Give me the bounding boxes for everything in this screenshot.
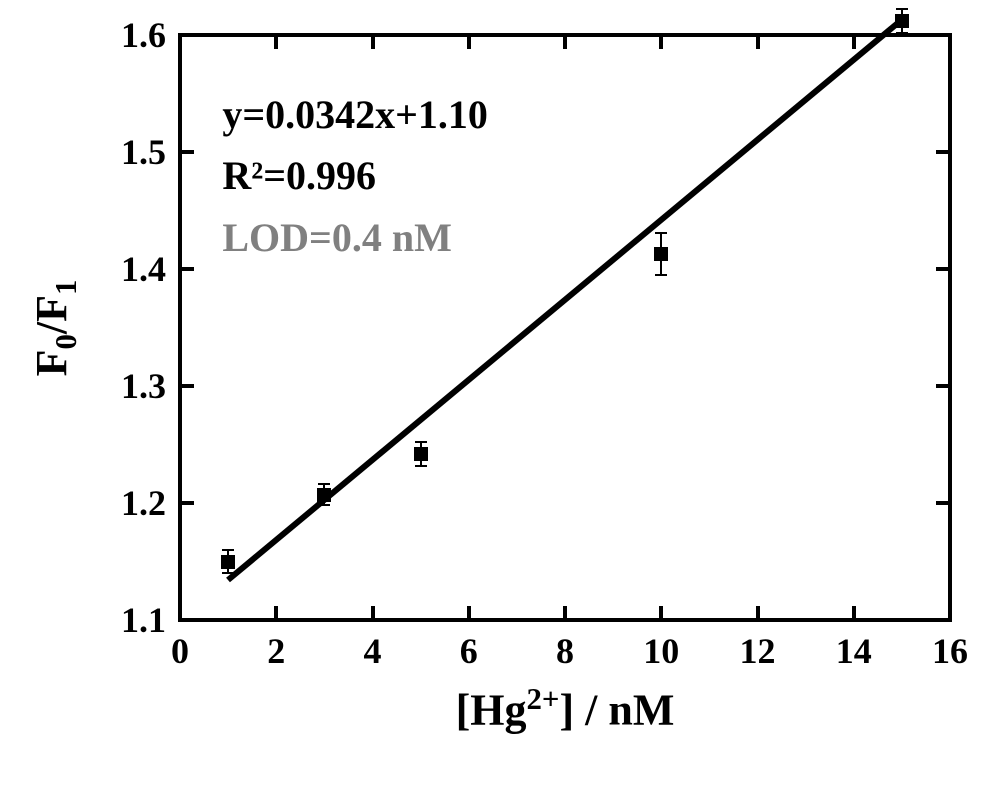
- y-tick-label: 1.1: [121, 599, 166, 641]
- x-tick: [371, 606, 375, 620]
- x-tick-top: [371, 35, 375, 49]
- x-tick-top: [756, 35, 760, 49]
- data-point: [895, 14, 909, 28]
- y-axis-title: F0/F1: [26, 279, 84, 376]
- y-axis-right: [948, 33, 952, 622]
- x-tick-label: 0: [171, 630, 189, 672]
- error-cap: [318, 504, 330, 506]
- error-cap: [415, 441, 427, 443]
- x-tick-label: 14: [836, 630, 872, 672]
- error-cap: [655, 274, 667, 276]
- y-tick-label: 1.5: [121, 131, 166, 173]
- annotation-text: R²=0.996: [222, 152, 376, 199]
- x-tick-top: [274, 35, 278, 49]
- y-tick: [180, 150, 194, 154]
- x-tick-top: [852, 35, 856, 49]
- data-point: [654, 247, 668, 261]
- x-tick-label: 12: [740, 630, 776, 672]
- x-axis-title: [Hg2+] / nM: [456, 682, 675, 736]
- y-tick-right: [936, 150, 950, 154]
- annotation-text: LOD=0.4 nM: [222, 214, 451, 261]
- x-tick-top: [948, 35, 952, 49]
- error-cap: [222, 572, 234, 574]
- x-tick-label: 16: [932, 630, 968, 672]
- x-tick: [756, 606, 760, 620]
- error-cap: [896, 8, 908, 10]
- x-tick-label: 4: [364, 630, 382, 672]
- y-tick-label: 1.6: [121, 14, 166, 56]
- y-axis-left: [178, 33, 182, 622]
- y-tick-right: [936, 384, 950, 388]
- calibration-chart: 0 2 4 6 8 10 12 14 16 1.1 1.2 1.3 1.4 1.5 1.6 [Hg2+] …: [0, 0, 1000, 786]
- x-tick: [274, 606, 278, 620]
- error-cap: [415, 465, 427, 467]
- x-tick: [563, 606, 567, 620]
- y-tick: [180, 384, 194, 388]
- y-tick-right: [936, 267, 950, 271]
- x-tick-top: [467, 35, 471, 49]
- x-tick-label: 8: [556, 630, 574, 672]
- data-point: [414, 447, 428, 461]
- x-tick-label: 10: [643, 630, 679, 672]
- y-tick: [180, 618, 194, 622]
- y-tick-right: [936, 33, 950, 37]
- error-cap: [318, 483, 330, 485]
- y-tick-right: [936, 618, 950, 622]
- x-tick-top: [178, 35, 182, 49]
- data-point: [221, 555, 235, 569]
- data-point: [317, 488, 331, 502]
- x-tick-label: 6: [460, 630, 478, 672]
- y-tick-label: 1.4: [121, 248, 166, 290]
- y-tick: [180, 501, 194, 505]
- x-tick: [659, 606, 663, 620]
- error-cap: [896, 32, 908, 34]
- y-tick-label: 1.3: [121, 365, 166, 407]
- y-tick-label: 1.2: [121, 482, 166, 524]
- x-tick-label: 2: [267, 630, 285, 672]
- y-tick: [180, 267, 194, 271]
- y-tick: [180, 33, 194, 37]
- y-tick-right: [936, 501, 950, 505]
- x-tick: [852, 606, 856, 620]
- x-tick-top: [563, 35, 567, 49]
- error-cap: [222, 549, 234, 551]
- annotation-text: y=0.0342x+1.10: [222, 91, 488, 138]
- error-cap: [655, 232, 667, 234]
- x-tick: [467, 606, 471, 620]
- x-tick-top: [659, 35, 663, 49]
